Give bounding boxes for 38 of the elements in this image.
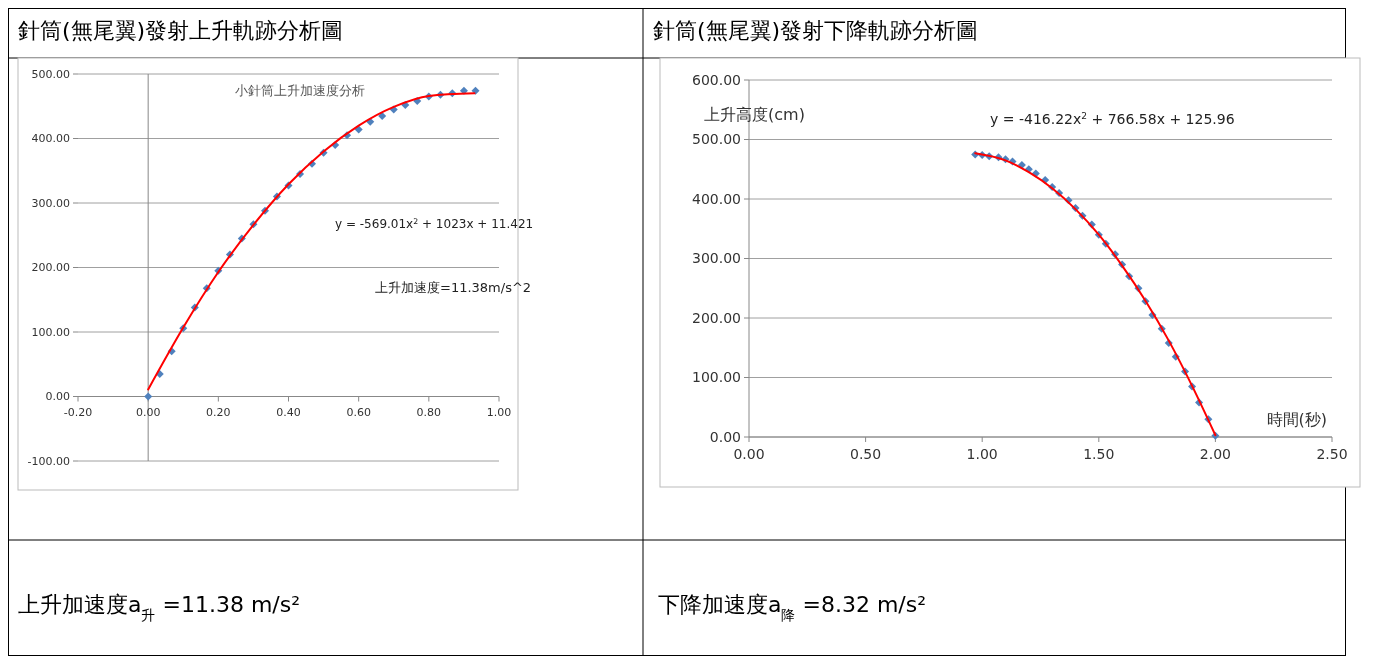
text: 小針筒上升加速度分析: [235, 83, 365, 98]
x-tick-label: 2.00: [1199, 446, 1231, 462]
x-tick-label: 0.60: [346, 405, 371, 419]
x-tick-label: 1.50: [1083, 446, 1115, 462]
chart-title: 針筒(無尾翼)發射下降軌跡分析圖: [653, 18, 979, 43]
x-tick-label: 0.80: [416, 405, 442, 419]
x-axis-title: 時間(秒): [1266, 410, 1327, 429]
text: 上升加速度a$_{升}$ =11.38 m/s²: [18, 592, 301, 623]
y-tick-label: 0.00: [709, 428, 741, 445]
x-tick-label: -0.20: [63, 405, 93, 419]
y-tick-label: 500.00: [31, 67, 70, 81]
x-tick-label: 0.50: [850, 446, 882, 462]
text: 下降加速度a$_{降}$ =8.32 m/s²: [658, 592, 927, 623]
y-tick-label: 0.00: [45, 390, 70, 404]
y-tick-label: 300.00: [692, 250, 741, 267]
annotation: 上升加速度=11.38m/s^2: [375, 280, 532, 295]
x-tick-label: 2.50: [1316, 446, 1348, 462]
y-tick-label: 400.00: [31, 132, 70, 146]
point: [144, 392, 153, 401]
y-tick-label: 100.00: [31, 325, 70, 339]
annotation: y = -569.01x$^{2}$ + 1023x + 11.421: [335, 216, 534, 231]
annotation: y = -416.22x$^{2}$ + 766.58x + 125.96: [990, 111, 1235, 127]
x-tick-label: 1.00: [966, 446, 998, 462]
x-tick-label: 0.40: [276, 405, 301, 419]
x-tick-label: 0.20: [206, 405, 231, 419]
y-axis-title: 上升高度(cm): [704, 105, 805, 124]
y-tick-label: 200.00: [31, 261, 70, 275]
y-tick-label: 400.00: [692, 190, 741, 207]
y-tick-label: 200.00: [692, 309, 741, 326]
x-tick-label: 0.00: [135, 405, 161, 419]
y-tick-label: 600.00: [692, 71, 741, 88]
y-tick-label: 300.00: [31, 196, 70, 210]
chart-title: 針筒(無尾翼)發射上升軌跡分析圖: [18, 18, 344, 43]
x-tick-label: 0.00: [733, 446, 765, 462]
x-tick-label: 1.00: [486, 405, 512, 419]
y-tick-label: 500.00: [692, 131, 741, 148]
y-tick-label: 100.00: [692, 369, 741, 386]
y-tick-label: -100.00: [27, 454, 70, 468]
